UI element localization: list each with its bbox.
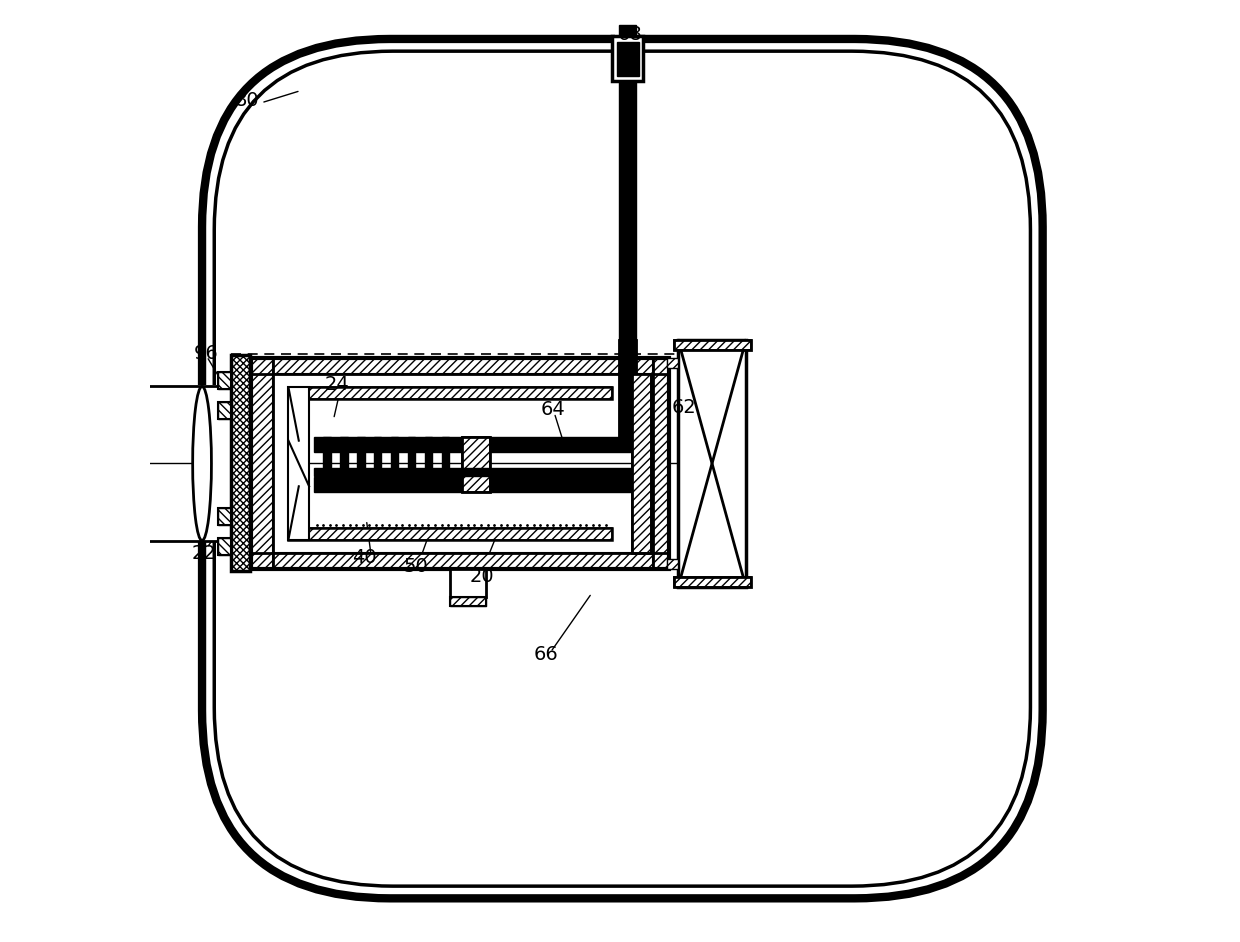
Bar: [250, 553, 668, 569]
Bar: [673, 340, 750, 349]
Bar: [613, 36, 644, 81]
Text: 62: 62: [672, 398, 697, 416]
Bar: [619, 39, 636, 438]
Bar: [218, 508, 231, 525]
Text: 40: 40: [352, 548, 377, 567]
Bar: [619, 24, 636, 36]
Bar: [450, 569, 486, 597]
Bar: [218, 538, 231, 555]
Bar: [289, 528, 613, 540]
Bar: [673, 577, 750, 587]
Text: 24: 24: [324, 375, 348, 394]
Bar: [231, 355, 250, 572]
Bar: [250, 358, 273, 569]
Bar: [374, 437, 382, 469]
Bar: [218, 372, 231, 389]
Bar: [314, 437, 644, 452]
Text: 66: 66: [533, 644, 558, 664]
Bar: [667, 560, 678, 569]
Bar: [357, 437, 365, 469]
Bar: [441, 437, 449, 469]
Text: 96: 96: [193, 344, 218, 363]
Bar: [450, 597, 486, 607]
Bar: [653, 358, 668, 569]
Bar: [289, 387, 613, 398]
Bar: [314, 477, 644, 492]
Text: 80: 80: [234, 90, 259, 109]
Bar: [250, 358, 668, 374]
Bar: [673, 340, 750, 349]
Bar: [231, 355, 250, 572]
Bar: [463, 437, 490, 492]
Bar: [618, 41, 639, 75]
Bar: [424, 437, 433, 469]
Bar: [250, 358, 668, 374]
Bar: [218, 402, 231, 419]
Bar: [632, 374, 651, 553]
Bar: [673, 577, 750, 587]
Bar: [218, 402, 231, 419]
Bar: [250, 358, 668, 569]
Bar: [218, 538, 231, 555]
Bar: [391, 437, 398, 469]
Bar: [324, 437, 331, 469]
Ellipse shape: [192, 386, 212, 541]
Bar: [463, 437, 490, 492]
FancyBboxPatch shape: [202, 39, 1043, 899]
Bar: [653, 358, 668, 569]
Bar: [615, 34, 640, 56]
Bar: [632, 374, 651, 553]
Bar: [289, 387, 309, 540]
Text: 64: 64: [541, 400, 565, 419]
Bar: [340, 437, 347, 469]
Bar: [218, 508, 231, 525]
Bar: [250, 553, 668, 569]
Bar: [667, 358, 678, 367]
Text: 68: 68: [618, 24, 642, 43]
Bar: [678, 340, 745, 587]
Text: 50: 50: [404, 558, 429, 577]
Bar: [289, 387, 613, 398]
Bar: [408, 437, 415, 469]
Bar: [250, 358, 273, 569]
Bar: [289, 528, 613, 540]
Bar: [192, 384, 286, 543]
Bar: [218, 372, 231, 389]
Bar: [314, 468, 632, 476]
Text: 22: 22: [192, 544, 217, 563]
Bar: [450, 597, 486, 607]
Text: 20: 20: [470, 567, 495, 586]
Bar: [616, 37, 639, 57]
